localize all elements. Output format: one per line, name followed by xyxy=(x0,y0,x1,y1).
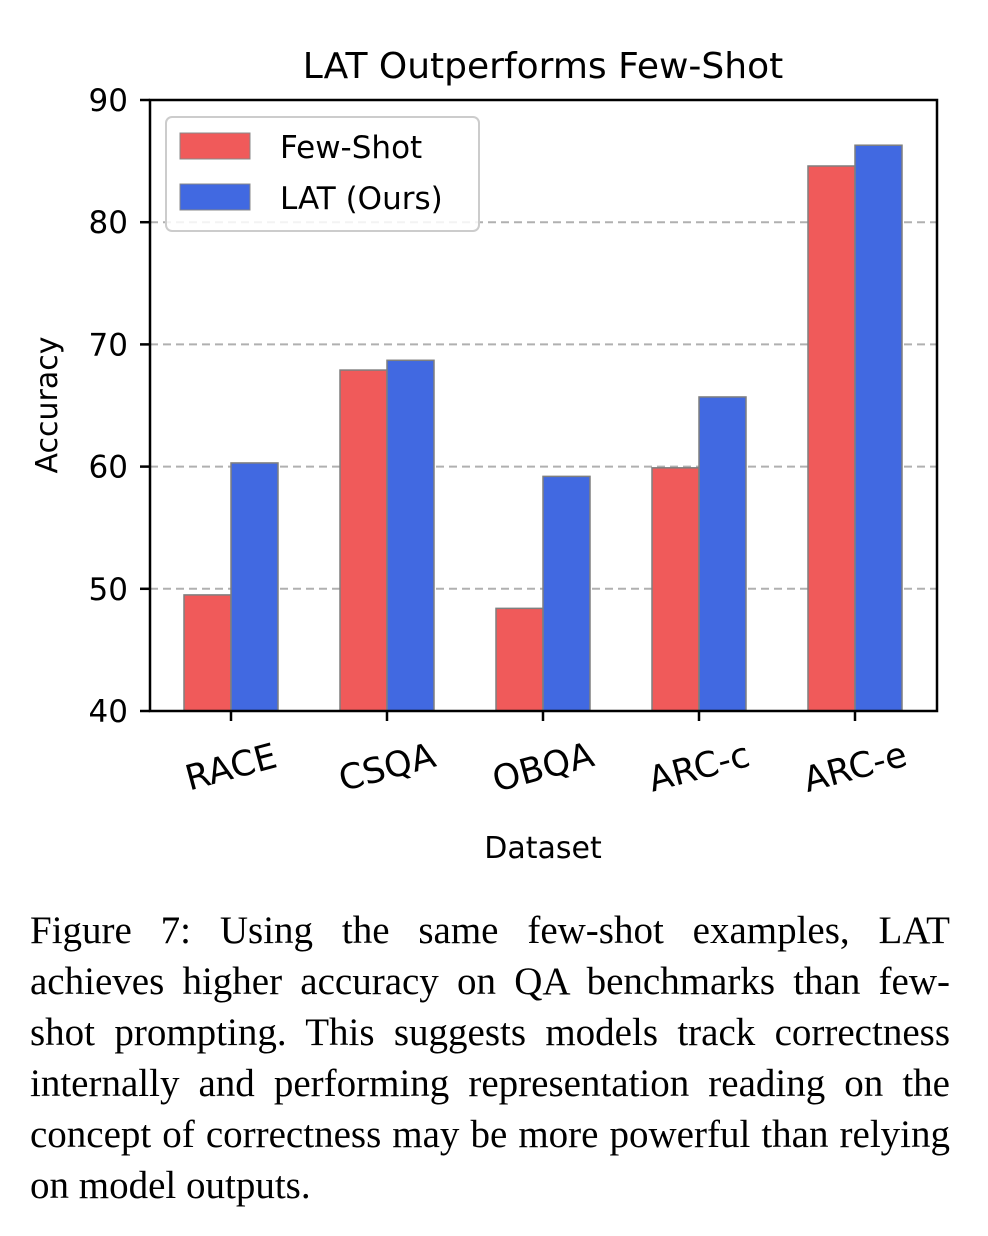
bars xyxy=(183,144,903,712)
bar-few-shot-csqa xyxy=(339,369,388,712)
y-tick-label: 70 xyxy=(89,327,128,363)
x-axis-label: Dataset xyxy=(484,831,602,866)
bar-few-shot-obqa xyxy=(495,607,544,712)
y-tick-label: 50 xyxy=(89,572,128,608)
bar-chart: 40 50 60 70 80 90 RACE CSQA OBQA ARC-c ARC-e LAT … xyxy=(30,46,939,866)
figure-caption: Figure 7: Using the same few-shot exampl… xyxy=(30,905,950,1211)
legend-label-few-shot: Few-Shot xyxy=(280,130,422,166)
bar-lat-obqa xyxy=(542,475,591,712)
bar-lat-race xyxy=(230,462,279,712)
bar-few-shot-arc-c xyxy=(651,467,700,712)
legend-swatch-few-shot xyxy=(179,132,251,160)
x-tick-label: ARC-e xyxy=(799,735,911,801)
legend: Few-Shot LAT (Ours) xyxy=(165,116,480,232)
bar-lat-arc-e xyxy=(854,144,903,712)
y-tick-label: 40 xyxy=(89,694,128,730)
x-tick-label: ARC-c xyxy=(644,735,754,800)
caption-text: Figure 7: Using the same few-shot exampl… xyxy=(30,909,950,1207)
bar-lat-arc-c xyxy=(698,396,747,712)
legend-label-lat: LAT (Ours) xyxy=(280,181,443,217)
legend-swatch-lat xyxy=(179,183,251,211)
y-axis-ticks: 40 50 60 70 80 90 xyxy=(89,83,150,730)
x-tick-label: RACE xyxy=(181,737,281,800)
y-axis-label: Accuracy xyxy=(30,337,65,474)
y-tick-label: 60 xyxy=(89,450,128,486)
y-tick-label: 80 xyxy=(89,205,128,241)
bar-lat-csqa xyxy=(386,359,435,712)
x-tick-label: OBQA xyxy=(488,735,598,800)
bar-few-shot-arc-e xyxy=(807,165,856,712)
y-tick-label: 90 xyxy=(89,83,128,119)
chart-title: LAT Outperforms Few-Shot xyxy=(303,46,783,87)
bar-few-shot-race xyxy=(183,594,232,712)
x-axis-ticks: RACE CSQA OBQA ARC-c ARC-e xyxy=(181,711,911,801)
x-tick-label: CSQA xyxy=(335,736,440,800)
